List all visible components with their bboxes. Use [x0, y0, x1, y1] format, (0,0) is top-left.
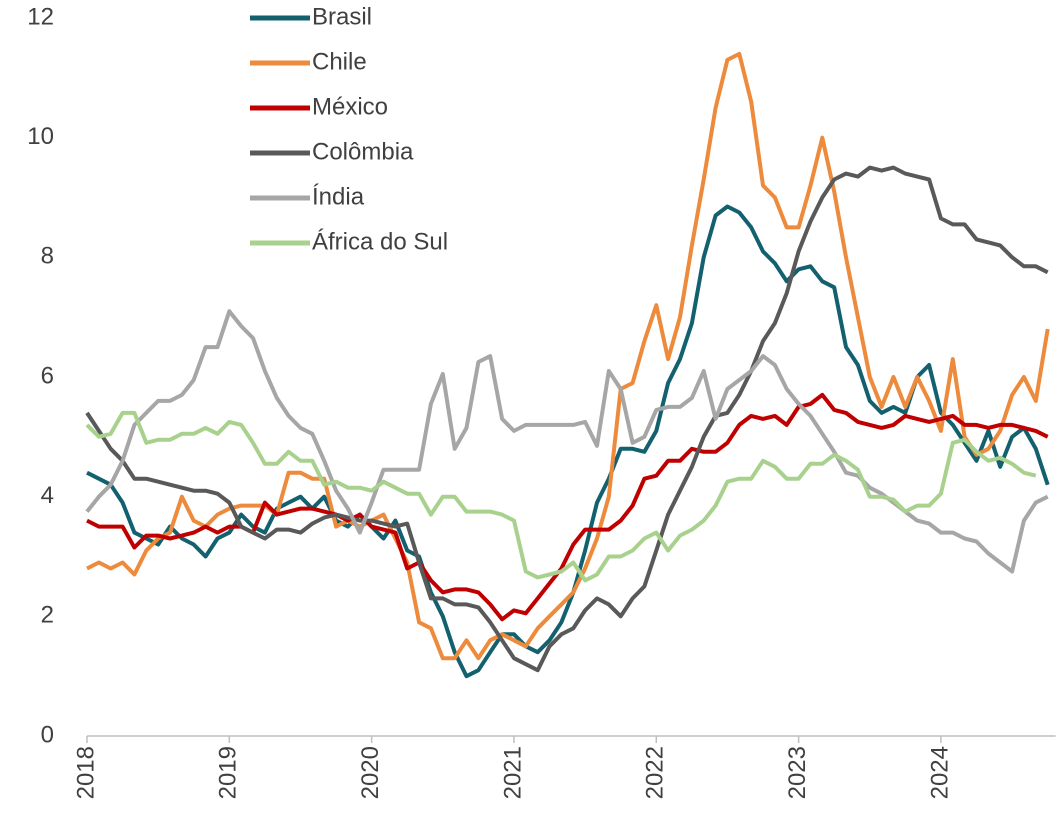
y-tick-label: 8: [41, 243, 54, 270]
y-tick-label: 4: [41, 482, 54, 509]
x-tick-label: 2023: [784, 746, 811, 799]
legend-label: Brasil: [312, 3, 372, 30]
y-tick-label: 10: [27, 123, 54, 150]
x-tick-label: 2018: [72, 746, 99, 799]
x-tick-label: 2021: [499, 746, 526, 799]
y-tick-label: 2: [41, 602, 54, 629]
x-tick-label: 2020: [357, 746, 384, 799]
series-line: [86, 204, 1050, 679]
legend-label: Chile: [312, 48, 367, 75]
y-tick-label: 12: [27, 3, 54, 30]
x-tick-label: 2022: [642, 746, 669, 799]
legend-label: Índia: [312, 183, 365, 210]
series-line: [86, 51, 1050, 661]
x-tick-label: 2019: [215, 746, 242, 799]
legend-label: África do Sul: [312, 228, 448, 255]
legend-label: Colômbia: [312, 138, 414, 165]
x-tick-label: 2024: [926, 746, 953, 799]
legend-label: México: [312, 93, 388, 120]
y-tick-label: 6: [41, 362, 54, 389]
y-tick-label: 0: [41, 721, 54, 748]
series-line: [85, 410, 1037, 583]
series-line: [85, 165, 1049, 673]
